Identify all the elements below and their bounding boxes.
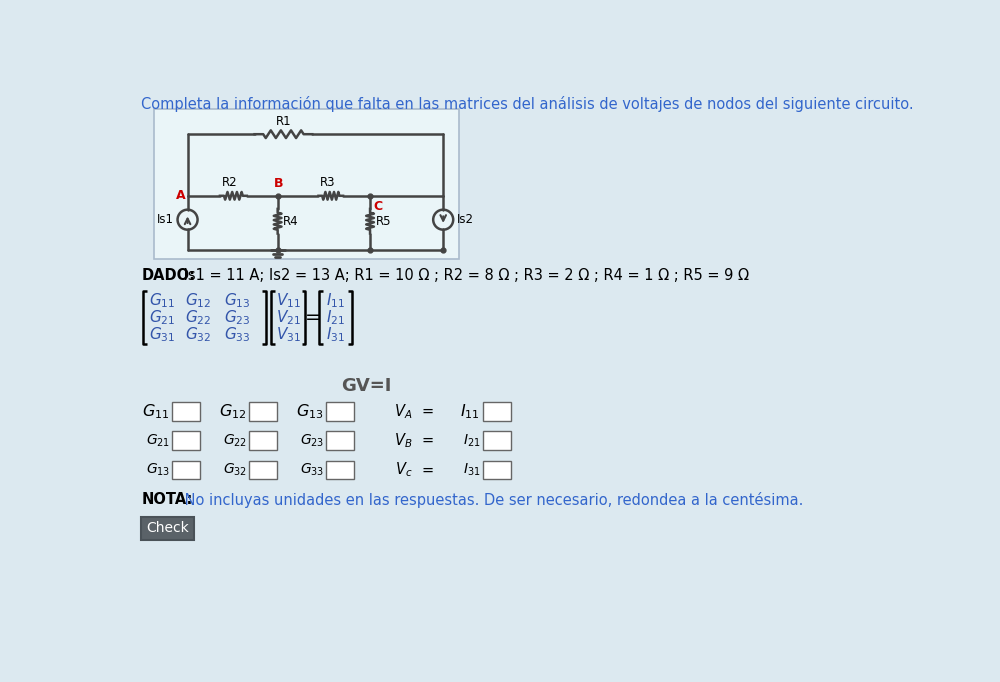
- Text: $G_{31}$: $G_{31}$: [149, 325, 175, 344]
- Text: $G_{12}$: $G_{12}$: [185, 291, 211, 310]
- Text: =: =: [305, 308, 321, 327]
- Text: $G_{21}$: $G_{21}$: [149, 308, 175, 327]
- Text: Is1: Is1: [157, 213, 174, 226]
- Bar: [326, 460, 354, 479]
- Text: DADO:: DADO:: [141, 269, 195, 284]
- Text: $I_{11}$: $I_{11}$: [326, 291, 345, 310]
- Text: R1: R1: [276, 115, 292, 128]
- Text: $I_{31}$: $I_{31}$: [463, 462, 480, 478]
- Bar: [249, 402, 277, 421]
- Bar: [483, 460, 511, 479]
- Text: $G_{21}$: $G_{21}$: [146, 432, 170, 449]
- Text: $I_{21}$: $I_{21}$: [326, 308, 345, 327]
- Text: R3: R3: [320, 176, 335, 189]
- Bar: [154, 109, 459, 259]
- Text: R4: R4: [283, 215, 299, 228]
- Bar: [249, 460, 277, 479]
- Text: =: =: [422, 433, 434, 448]
- Text: Is1 = 11 A; Is2 = 13 A; R1 = 10 Ω ; R2 = 8 Ω ; R3 = 2 Ω ; R4 = 1 Ω ; R5 = 9 Ω: Is1 = 11 A; Is2 = 13 A; R1 = 10 Ω ; R2 =…: [179, 269, 749, 284]
- Text: $G_{13}$: $G_{13}$: [146, 462, 170, 478]
- Text: $G_{22}$: $G_{22}$: [185, 308, 211, 327]
- Text: $G_{11}$: $G_{11}$: [142, 402, 170, 421]
- Text: NOTA:: NOTA:: [141, 492, 193, 507]
- Text: $G_{23}$: $G_{23}$: [300, 432, 324, 449]
- Text: $I_{21}$: $I_{21}$: [463, 432, 480, 449]
- Text: $G_{32}$: $G_{32}$: [185, 325, 211, 344]
- Text: $V_{31}$: $V_{31}$: [276, 325, 301, 344]
- Text: Completa la información que falta en las matrices del análisis de voltajes de no: Completa la información que falta en las…: [141, 95, 914, 112]
- Text: $G_{12}$: $G_{12}$: [219, 402, 247, 421]
- Text: Is2: Is2: [457, 213, 474, 226]
- Text: $V_B$: $V_B$: [394, 431, 412, 450]
- Text: $V_{21}$: $V_{21}$: [276, 308, 301, 327]
- Bar: [326, 432, 354, 450]
- Text: $G_{33}$: $G_{33}$: [224, 325, 250, 344]
- Text: GV=I: GV=I: [341, 377, 391, 395]
- Text: $G_{22}$: $G_{22}$: [223, 432, 247, 449]
- Text: R2: R2: [222, 176, 238, 189]
- Bar: [483, 402, 511, 421]
- Text: =: =: [422, 462, 434, 477]
- Text: $I_{11}$: $I_{11}$: [460, 402, 480, 421]
- Text: No incluyas unidades en las respuestas. De ser necesario, redondea a la centésim: No incluyas unidades en las respuestas. …: [180, 492, 803, 508]
- Text: A: A: [176, 190, 185, 203]
- Bar: [326, 402, 354, 421]
- Bar: [249, 432, 277, 450]
- Bar: [141, 517, 194, 540]
- Text: $G_{33}$: $G_{33}$: [300, 462, 324, 478]
- Bar: [172, 432, 200, 450]
- Text: B: B: [274, 177, 283, 190]
- Text: $G_{11}$: $G_{11}$: [149, 291, 175, 310]
- Text: $I_{31}$: $I_{31}$: [326, 325, 345, 344]
- Text: $G_{13}$: $G_{13}$: [224, 291, 250, 310]
- Text: $G_{13}$: $G_{13}$: [296, 402, 324, 421]
- Text: $G_{23}$: $G_{23}$: [224, 308, 250, 327]
- Text: R5: R5: [375, 215, 391, 228]
- Bar: [172, 402, 200, 421]
- Text: $V_c$: $V_c$: [395, 460, 412, 479]
- Bar: [172, 460, 200, 479]
- Text: Check: Check: [146, 522, 189, 535]
- Text: =: =: [422, 404, 434, 419]
- Text: $V_{11}$: $V_{11}$: [276, 291, 301, 310]
- Bar: [483, 432, 511, 450]
- Text: $G_{32}$: $G_{32}$: [223, 462, 247, 478]
- Text: C: C: [373, 200, 382, 213]
- Text: $V_A$: $V_A$: [394, 402, 412, 421]
